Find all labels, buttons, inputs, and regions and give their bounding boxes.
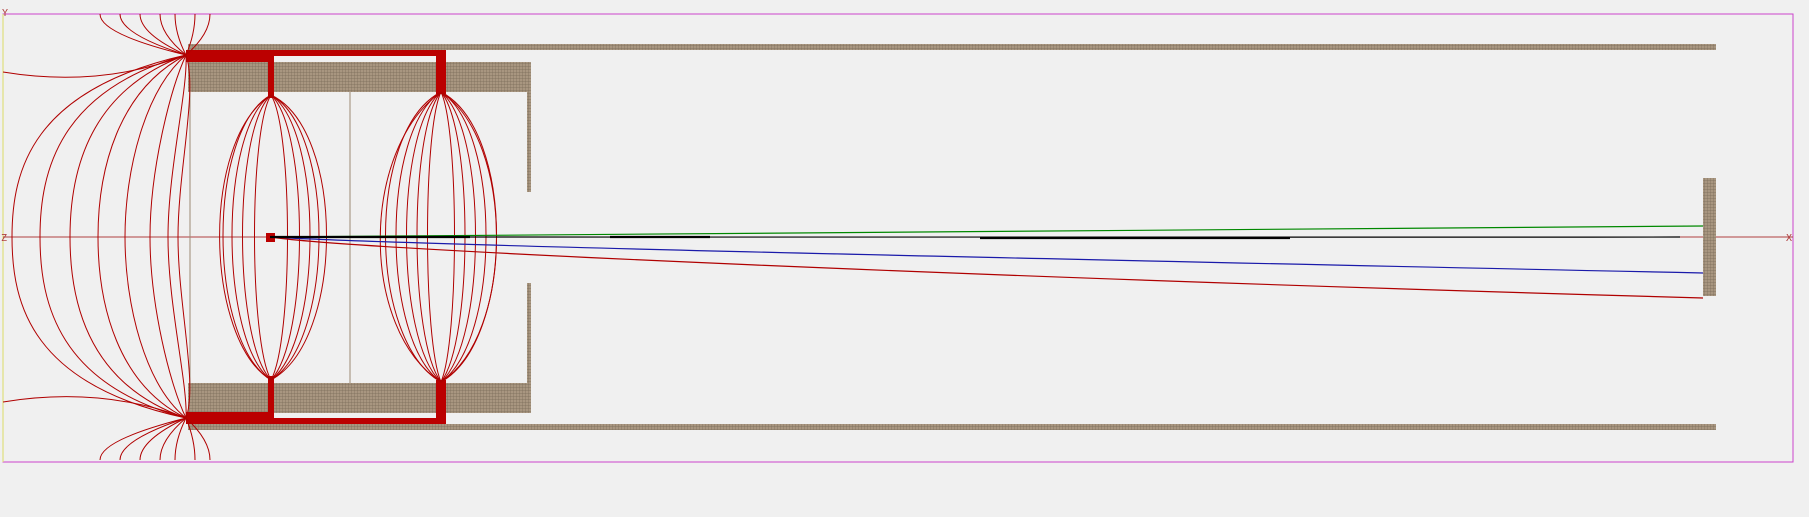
contour-bottom-fan <box>185 417 196 461</box>
contour-lens1 <box>270 94 327 381</box>
contour-left <box>177 54 191 419</box>
trajectory-3 <box>270 236 1704 274</box>
contour-lens1 <box>219 94 272 381</box>
contour-left <box>124 54 187 419</box>
contour-top-fan <box>185 13 211 56</box>
contour-lens1 <box>242 94 272 381</box>
contour-top-fan <box>185 13 196 56</box>
outer-tube-top <box>188 44 1716 50</box>
y-axis-label: Y <box>2 8 8 19</box>
contour-lens1 <box>231 94 272 381</box>
contour-left <box>149 54 187 419</box>
contour-lens1 <box>254 94 272 381</box>
contour-lens1 <box>270 94 311 381</box>
contour-top-fan <box>174 13 187 56</box>
contour-bottom-fan <box>174 417 187 461</box>
x-axis-label: X <box>1786 233 1792 244</box>
contour-lens1 <box>222 94 272 381</box>
contour-top-fan <box>99 13 187 56</box>
contour-bottom-fan <box>119 417 187 461</box>
contour-lens1 <box>270 94 320 381</box>
energized-electrode-bottom <box>186 376 446 424</box>
contour-lens2 <box>379 91 442 383</box>
contour-left-edge <box>2 54 187 78</box>
contour-left <box>97 54 187 419</box>
contour-left <box>39 54 187 419</box>
contour-bottom-fan <box>99 417 187 461</box>
lens-electrode-bottom <box>188 283 531 413</box>
contour-top-fan <box>119 13 187 56</box>
outer-tube-bottom <box>188 424 1716 430</box>
contour-lens2 <box>385 91 442 383</box>
detector-plate <box>1703 178 1716 296</box>
trajectory-4 <box>270 236 1704 299</box>
contour-lens1 <box>270 94 288 381</box>
equipotential-contours <box>2 13 497 461</box>
contour-left <box>167 54 187 419</box>
contour-left <box>69 54 187 419</box>
contour-lens1 <box>270 94 300 381</box>
contour-bottom-fan <box>159 417 187 461</box>
contour-bottom-fan <box>139 417 187 461</box>
contour-left <box>11 54 187 419</box>
contour-left-edge <box>2 396 187 419</box>
contour-top-fan <box>159 13 187 56</box>
energized-electrode-top <box>186 50 446 98</box>
lens-electrode-top <box>188 62 531 192</box>
contour-bottom-fan <box>185 417 211 461</box>
z-axis-label: Z <box>1 233 7 244</box>
contour-top-fan <box>139 13 187 56</box>
